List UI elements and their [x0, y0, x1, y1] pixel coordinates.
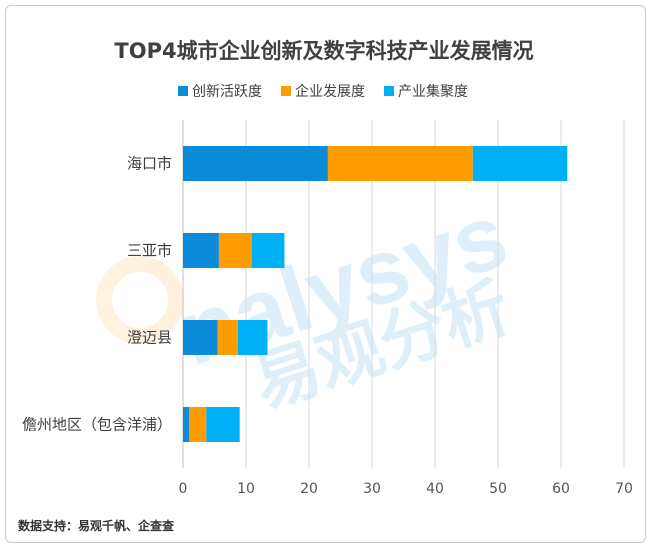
legend-item-enterprise: 企业发展度	[281, 83, 365, 100]
legend-swatch	[178, 86, 188, 96]
x-tick-label: 70	[615, 481, 633, 497]
bar-segment	[206, 407, 240, 442]
x-tick-label: 50	[489, 481, 507, 497]
bar-segment	[218, 233, 252, 268]
bar-segment	[217, 320, 238, 355]
bar-segment	[472, 146, 568, 181]
bar-segment	[189, 407, 207, 442]
legend-swatch	[281, 86, 291, 96]
legend-label: 企业发展度	[295, 83, 365, 100]
x-axis-ticks: 0 10 20 30 40 50 60 70	[179, 481, 633, 497]
chart-frame	[5, 5, 646, 543]
category-label: 儋州地区（包含洋浦）	[22, 416, 172, 434]
watermark-logo-ring	[96, 256, 184, 344]
chart-legend: 创新活跃度 企业发展度 产业集聚度	[178, 83, 468, 100]
legend-label: 创新活跃度	[192, 84, 262, 100]
legend-swatch	[384, 86, 394, 96]
x-tick-label: 10	[237, 481, 255, 497]
chart-title: TOP4城市企业创新及数字科技产业发展情况	[114, 39, 533, 63]
bar-segment	[183, 320, 218, 355]
data-source: 数据支持：易观千帆、企查查	[18, 518, 175, 533]
chart-bars	[183, 146, 568, 442]
category-label: 海口市	[127, 155, 172, 173]
bar-segment	[237, 320, 268, 355]
bar-segment	[183, 146, 328, 181]
legend-label: 产业集聚度	[398, 83, 468, 100]
bar-segment	[183, 233, 219, 268]
legend-item-innovation: 创新活跃度	[178, 84, 262, 100]
bar-segment	[327, 146, 473, 181]
watermark: nalysys 易观分析	[96, 184, 519, 421]
legend-item-industry: 产业集聚度	[384, 83, 468, 100]
bar-segment	[183, 407, 190, 442]
bar-segment	[251, 233, 285, 268]
category-label: 澄迈县	[127, 329, 172, 347]
x-tick-label: 0	[179, 481, 188, 497]
x-tick-label: 30	[363, 481, 381, 497]
x-tick-label: 20	[300, 481, 318, 497]
x-tick-label: 40	[426, 481, 444, 497]
category-label: 三亚市	[127, 242, 172, 260]
x-tick-label: 60	[552, 481, 570, 497]
